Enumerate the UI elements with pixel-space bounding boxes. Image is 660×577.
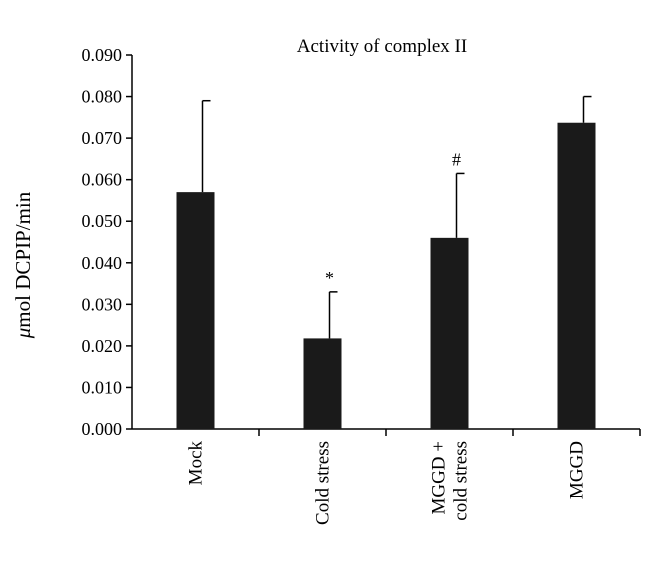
- y-tick-label: 0.030: [82, 294, 123, 314]
- y-tick-label: 0.050: [82, 211, 123, 231]
- bar: [176, 192, 215, 429]
- significance-marker: #: [452, 149, 461, 169]
- y-tick-label: 0.040: [82, 253, 123, 273]
- y-tick-label: 0.010: [82, 377, 123, 397]
- y-axis-label: μmol DCPIP/min: [11, 191, 35, 339]
- x-category-label: MGGD +: [429, 441, 450, 515]
- y-tick-label: 0.070: [82, 128, 123, 148]
- bar: [430, 237, 469, 429]
- y-axis-label-text: mol DCPIP/min: [11, 191, 35, 327]
- significance-marker: *: [325, 268, 334, 288]
- bar: [557, 122, 596, 429]
- chart-title: Activity of complex II: [297, 36, 467, 57]
- x-category-label: Cold stress: [313, 441, 334, 525]
- plot-area: 0.000 0.010 0.020 0.030 0.040 0.050 0.060 0.070…: [82, 45, 641, 525]
- y-tick-label: 0.080: [82, 87, 123, 107]
- y-tick-label: 0.090: [82, 45, 123, 65]
- x-category-label: MGGD: [567, 441, 588, 499]
- y-tick-label: 0.020: [82, 336, 123, 356]
- x-category-label: cold stress: [451, 441, 472, 521]
- y-tick-label: 0.000: [82, 419, 123, 439]
- y-axis-label-mu: μ: [11, 328, 35, 340]
- y-tick-label: 0.060: [82, 170, 123, 190]
- x-category-label: Mock: [186, 441, 207, 486]
- bar: [303, 338, 342, 429]
